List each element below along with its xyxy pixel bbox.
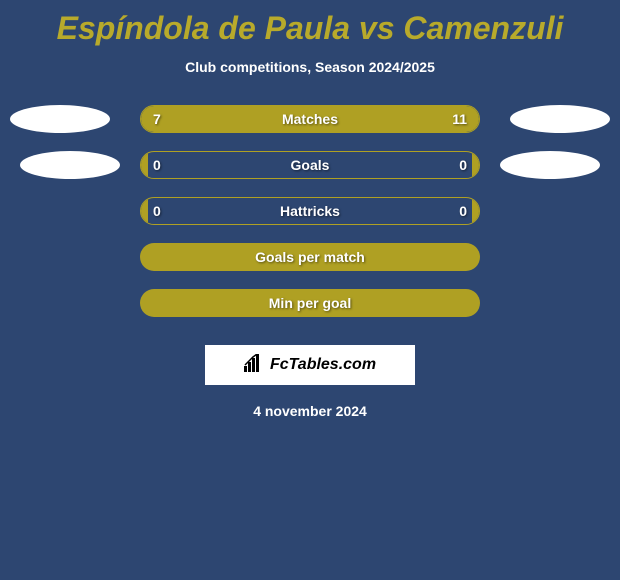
player-right-marker-2 bbox=[500, 151, 600, 179]
bar-label: Hattricks bbox=[280, 203, 340, 219]
bar-label: Matches bbox=[282, 111, 338, 127]
bar-label: Min per goal bbox=[269, 295, 351, 311]
logo-text: FcTables.com bbox=[270, 356, 376, 374]
stat-bar-goals: 0 Goals 0 bbox=[140, 151, 480, 179]
player-left-marker-2 bbox=[20, 151, 120, 179]
ellipses-wrapper: 7 Matches 11 0 Goals 0 bbox=[0, 105, 620, 205]
page-title: Espíndola de Paula vs Camenzuli bbox=[0, 0, 620, 47]
bar-value-right: 0 bbox=[459, 157, 467, 173]
comparison-container: 7 Matches 11 0 Goals 0 0 Hattricks 0 bbox=[0, 105, 620, 419]
stat-bar-min-per-goal: Min per goal bbox=[140, 289, 480, 317]
bar-value-left: 0 bbox=[153, 157, 161, 173]
bar-label: Goals bbox=[291, 157, 330, 173]
bar-right-fill bbox=[472, 152, 479, 178]
bar-label: Goals per match bbox=[255, 249, 365, 265]
date-text: 4 november 2024 bbox=[253, 403, 367, 419]
bar-value-right: 0 bbox=[459, 203, 467, 219]
bar-value-right: 11 bbox=[452, 111, 467, 127]
fctables-logo-link[interactable]: FcTables.com bbox=[205, 345, 415, 385]
bar-value-left: 7 bbox=[153, 111, 161, 127]
chart-icon bbox=[244, 354, 266, 377]
player-right-marker-1 bbox=[510, 105, 610, 133]
subtitle: Club competitions, Season 2024/2025 bbox=[0, 59, 620, 75]
bar-left-fill bbox=[141, 198, 148, 224]
player-left-marker-1 bbox=[10, 105, 110, 133]
bar-left-fill bbox=[141, 152, 148, 178]
stat-bar-hattricks: 0 Hattricks 0 bbox=[140, 197, 480, 225]
bar-right-fill bbox=[472, 198, 479, 224]
bar-value-left: 0 bbox=[153, 203, 161, 219]
stat-bar-goals-per-match: Goals per match bbox=[140, 243, 480, 271]
stat-bar-matches: 7 Matches 11 bbox=[140, 105, 480, 133]
